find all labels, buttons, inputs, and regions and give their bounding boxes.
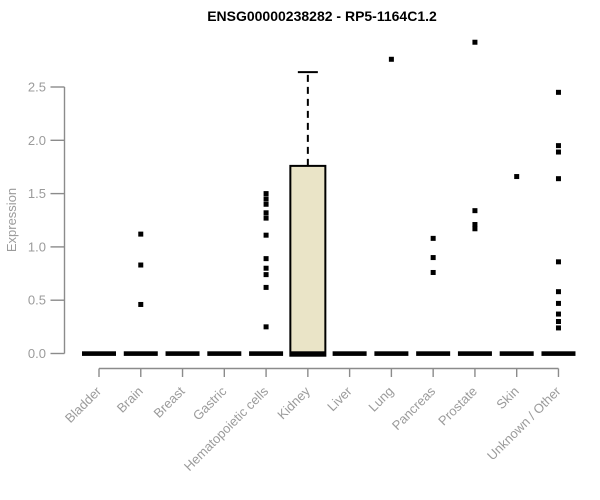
outlier-point [555, 259, 561, 265]
outlier-point [263, 201, 269, 207]
outlier-point [263, 272, 269, 278]
outlier-point [555, 300, 561, 306]
category-label: Pancreas [389, 383, 439, 433]
outlier-point [263, 210, 269, 216]
outlier-point [555, 289, 561, 295]
outlier-point [263, 265, 269, 271]
y-tick-label: 2.0 [28, 133, 46, 148]
box [289, 164, 327, 357]
outlier-point [263, 284, 269, 290]
category-label: Brain [114, 384, 146, 416]
median-bar [82, 351, 116, 356]
y-tick-label: 1.0 [28, 239, 46, 254]
plot-area: 0.0 0.5 1.0 1.5 2.0 2.5 Bladder Brain Breast Gast… [28, 39, 576, 474]
outlier-point [555, 149, 561, 155]
category-label: Unknown / Other [484, 383, 564, 463]
outlier-point [472, 39, 478, 45]
category-label: Bladder [62, 383, 105, 426]
category-label: Lung [365, 384, 396, 415]
category-label: Skin [493, 384, 521, 412]
outlier-point [555, 311, 561, 317]
category-label: Prostate [435, 384, 480, 429]
outlier-point [514, 174, 520, 180]
outlier-point [138, 262, 144, 268]
median-bar [332, 351, 367, 356]
category-label: Liver [324, 383, 355, 414]
outlier-point [263, 215, 269, 221]
outlier-point [138, 301, 144, 307]
outlier-point [555, 325, 561, 331]
outlier-point [430, 269, 436, 275]
outlier-point [472, 226, 478, 232]
category-label: Gastric [190, 383, 230, 423]
y-tick-label: 0.0 [28, 346, 46, 361]
median-bar [249, 351, 284, 356]
y-tick-label: 2.5 [28, 80, 46, 95]
median-bar [499, 351, 534, 356]
outlier-point [472, 208, 478, 214]
median-bar [165, 351, 200, 356]
outlier-point [263, 191, 269, 197]
y-axis-title: Expression [4, 188, 19, 252]
median-bar [457, 351, 492, 356]
median-bar [374, 351, 409, 356]
outlier-point [138, 231, 144, 237]
median-bar [541, 351, 576, 356]
outlier-point [555, 319, 561, 325]
median-bar [290, 351, 325, 356]
median-bar [123, 351, 158, 356]
outlier-point [472, 222, 478, 228]
category-label: Breast [150, 383, 187, 420]
outlier-point [263, 256, 269, 262]
outlier-point [263, 324, 269, 330]
median-bar [416, 351, 451, 356]
outlier-point [388, 56, 394, 62]
chart-title: ENSG00000238282 - RP5-1164C1.2 [207, 8, 437, 24]
category-label: Kidney [274, 383, 313, 422]
median-bar [207, 351, 242, 356]
y-tick-label: 1.5 [28, 186, 46, 201]
outlier-point [430, 255, 436, 261]
outlier-point [555, 176, 561, 182]
outlier-point [555, 89, 561, 95]
outlier-point [263, 232, 269, 238]
outlier-point [430, 235, 436, 241]
outlier-point [263, 196, 269, 202]
y-tick-label: 0.5 [28, 293, 46, 308]
outlier-point [555, 143, 561, 149]
